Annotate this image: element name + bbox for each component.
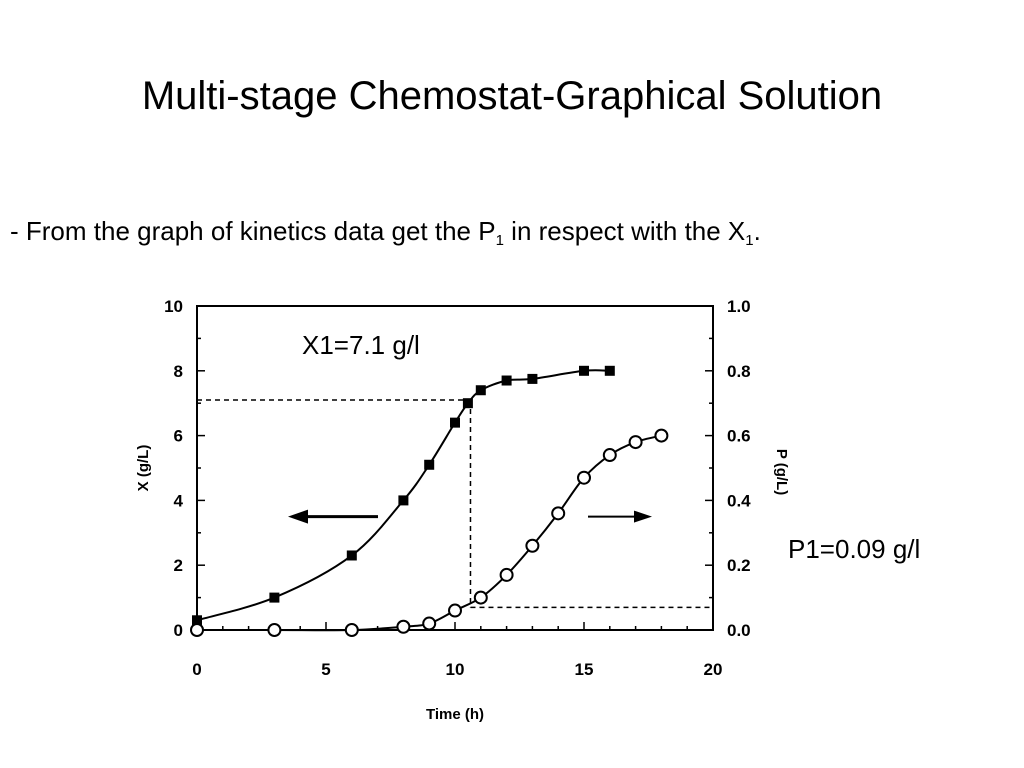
x-tick-label: 5 xyxy=(321,660,330,679)
biomass-marker xyxy=(269,592,280,603)
x-axis-label: Time (h) xyxy=(426,706,484,723)
y-left-axis-label: X (g/L) xyxy=(135,445,152,492)
biomass-marker xyxy=(475,385,486,396)
x-tick-label: 15 xyxy=(575,660,594,679)
biomass-curve xyxy=(196,369,610,622)
y-left-tick-label: 8 xyxy=(174,362,183,381)
product-marker xyxy=(525,538,540,553)
bullet-text: - From the graph of kinetics data get th… xyxy=(10,214,1020,248)
product-marker xyxy=(551,506,566,521)
bullet-middle: in respect with the X xyxy=(503,216,746,246)
product-marker xyxy=(267,623,282,637)
bullet-sub-1: 1 xyxy=(495,232,504,249)
slide-title: Multi-stage Chemostat-Graphical Solution xyxy=(141,74,883,118)
right-arrow-head xyxy=(634,510,652,523)
biomass-marker xyxy=(579,365,589,376)
biomass-marker xyxy=(346,550,357,561)
biomass-marker xyxy=(462,398,473,409)
y-right-tick-label: 0.2 xyxy=(727,556,751,575)
x-tick-label: 20 xyxy=(704,660,723,679)
product-marker xyxy=(473,590,488,605)
product-marker xyxy=(654,428,669,443)
biomass-marker xyxy=(398,495,409,506)
fitted-curves xyxy=(196,369,662,632)
biomass-marker xyxy=(450,417,460,428)
bullet-prefix: - From the graph of kinetics data get th… xyxy=(10,216,496,246)
p1-annotation: P1=0.09 g/l xyxy=(788,534,920,564)
y-right-tick-label: 1.0 xyxy=(727,297,751,316)
biomass-marker xyxy=(527,373,538,384)
y-left-tick-label: 10 xyxy=(164,297,183,316)
x1-annotation: X1=7.1 g/l xyxy=(302,330,420,360)
y-right-tick-label: 0.8 xyxy=(727,362,751,381)
y-left-tick-label: 2 xyxy=(174,556,183,575)
y-left-tick-label: 6 xyxy=(174,427,183,446)
x-tick-label: 10 xyxy=(446,660,465,679)
plot-frame xyxy=(196,305,714,631)
product-marker xyxy=(448,603,462,618)
product-marker xyxy=(396,619,411,634)
product-marker xyxy=(628,435,643,450)
axis-ticks xyxy=(196,305,714,631)
tick-labels: 0 5 10 15 20 0 2 4 6 8 10 0.0 0.2 0.4 0.6 0.8 1.0 xyxy=(164,297,751,679)
biomass-marker xyxy=(604,365,615,376)
data-markers xyxy=(190,365,669,637)
y-right-tick-label: 0.4 xyxy=(727,491,751,510)
y-right-axis-label: P (g/L) xyxy=(773,449,790,495)
y-right-tick-label: 0.0 xyxy=(727,621,751,640)
product-marker xyxy=(602,448,617,463)
x-tick-label: 0 xyxy=(192,660,201,679)
direction-arrows xyxy=(288,509,652,524)
biomass-marker xyxy=(501,375,512,386)
product-marker xyxy=(422,616,437,631)
bullet-suffix: . xyxy=(753,216,761,246)
bullet-sub-2: 1 xyxy=(745,232,754,249)
biomass-marker xyxy=(424,459,435,470)
product-marker xyxy=(499,567,514,582)
product-marker xyxy=(190,623,204,637)
biomass-marker xyxy=(192,615,202,626)
product-marker xyxy=(577,470,591,485)
left-arrow-head xyxy=(288,509,308,524)
y-left-tick-label: 0 xyxy=(174,621,183,640)
y-left-tick-label: 4 xyxy=(174,491,184,510)
y-right-tick-label: 0.6 xyxy=(727,427,751,446)
product-marker xyxy=(344,623,359,637)
guide-lines xyxy=(197,399,713,609)
